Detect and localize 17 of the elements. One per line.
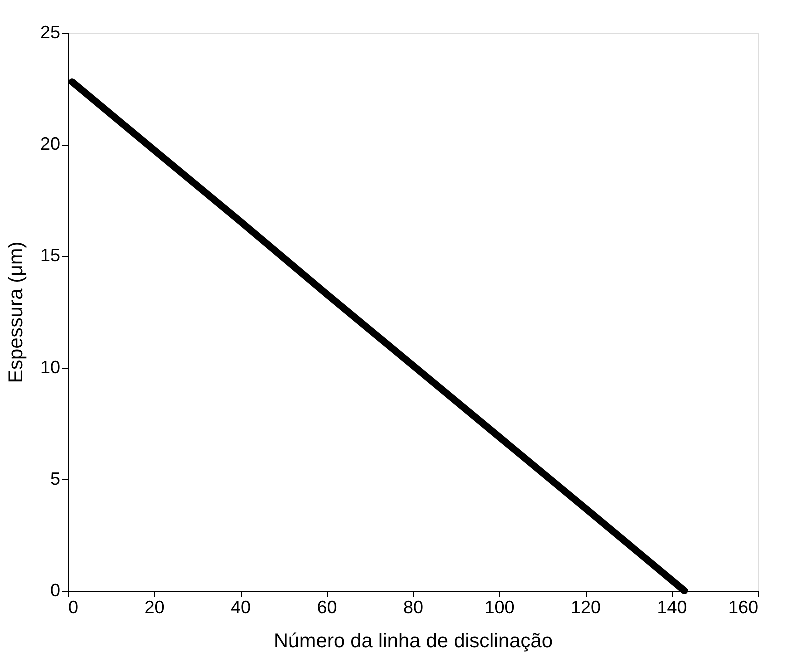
y-tick-label: 5 <box>50 468 60 489</box>
x-tick-label: 160 <box>728 598 758 618</box>
y-axis-title: Espessura (μm) <box>5 242 28 384</box>
y-tick-label: 0 <box>50 580 60 600</box>
y-tick-label: 15 <box>40 246 60 266</box>
x-tick-label: 40 <box>230 598 252 618</box>
x-tick-label: 80 <box>403 598 424 618</box>
x-tick-label: 100 <box>484 598 515 618</box>
x-tick-label: 20 <box>144 598 165 618</box>
y-tick-label: 25 <box>40 22 60 42</box>
x-tick-label: 140 <box>657 598 688 618</box>
x-tick-label: 0 <box>68 598 79 618</box>
x-tick-label: 120 <box>570 598 602 618</box>
y-tick-label: 10 <box>40 357 60 378</box>
x-tick-label: 60 <box>317 598 338 618</box>
x-axis-title: Número da linha de disclinação <box>274 630 554 652</box>
y-tick-label: 20 <box>40 134 60 154</box>
